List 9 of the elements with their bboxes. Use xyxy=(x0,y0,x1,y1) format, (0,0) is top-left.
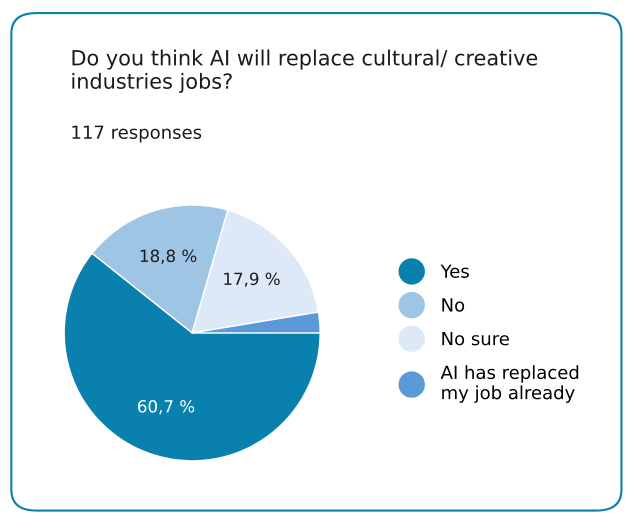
chart-subtitle: 117 responses xyxy=(72,126,202,143)
legend-label: AI has replaced my job already xyxy=(440,365,578,403)
data-label: 17,9 % xyxy=(224,272,280,287)
data-label: 18,8 % xyxy=(140,250,196,264)
legend-label: No xyxy=(442,298,464,312)
legend-label: No sure xyxy=(442,332,509,346)
chart-title: Do you think AI will replace cultural/ creative industries jobs? xyxy=(72,49,538,93)
data-label: 60,7 % xyxy=(138,400,194,414)
legend-label: Yes xyxy=(440,264,469,278)
